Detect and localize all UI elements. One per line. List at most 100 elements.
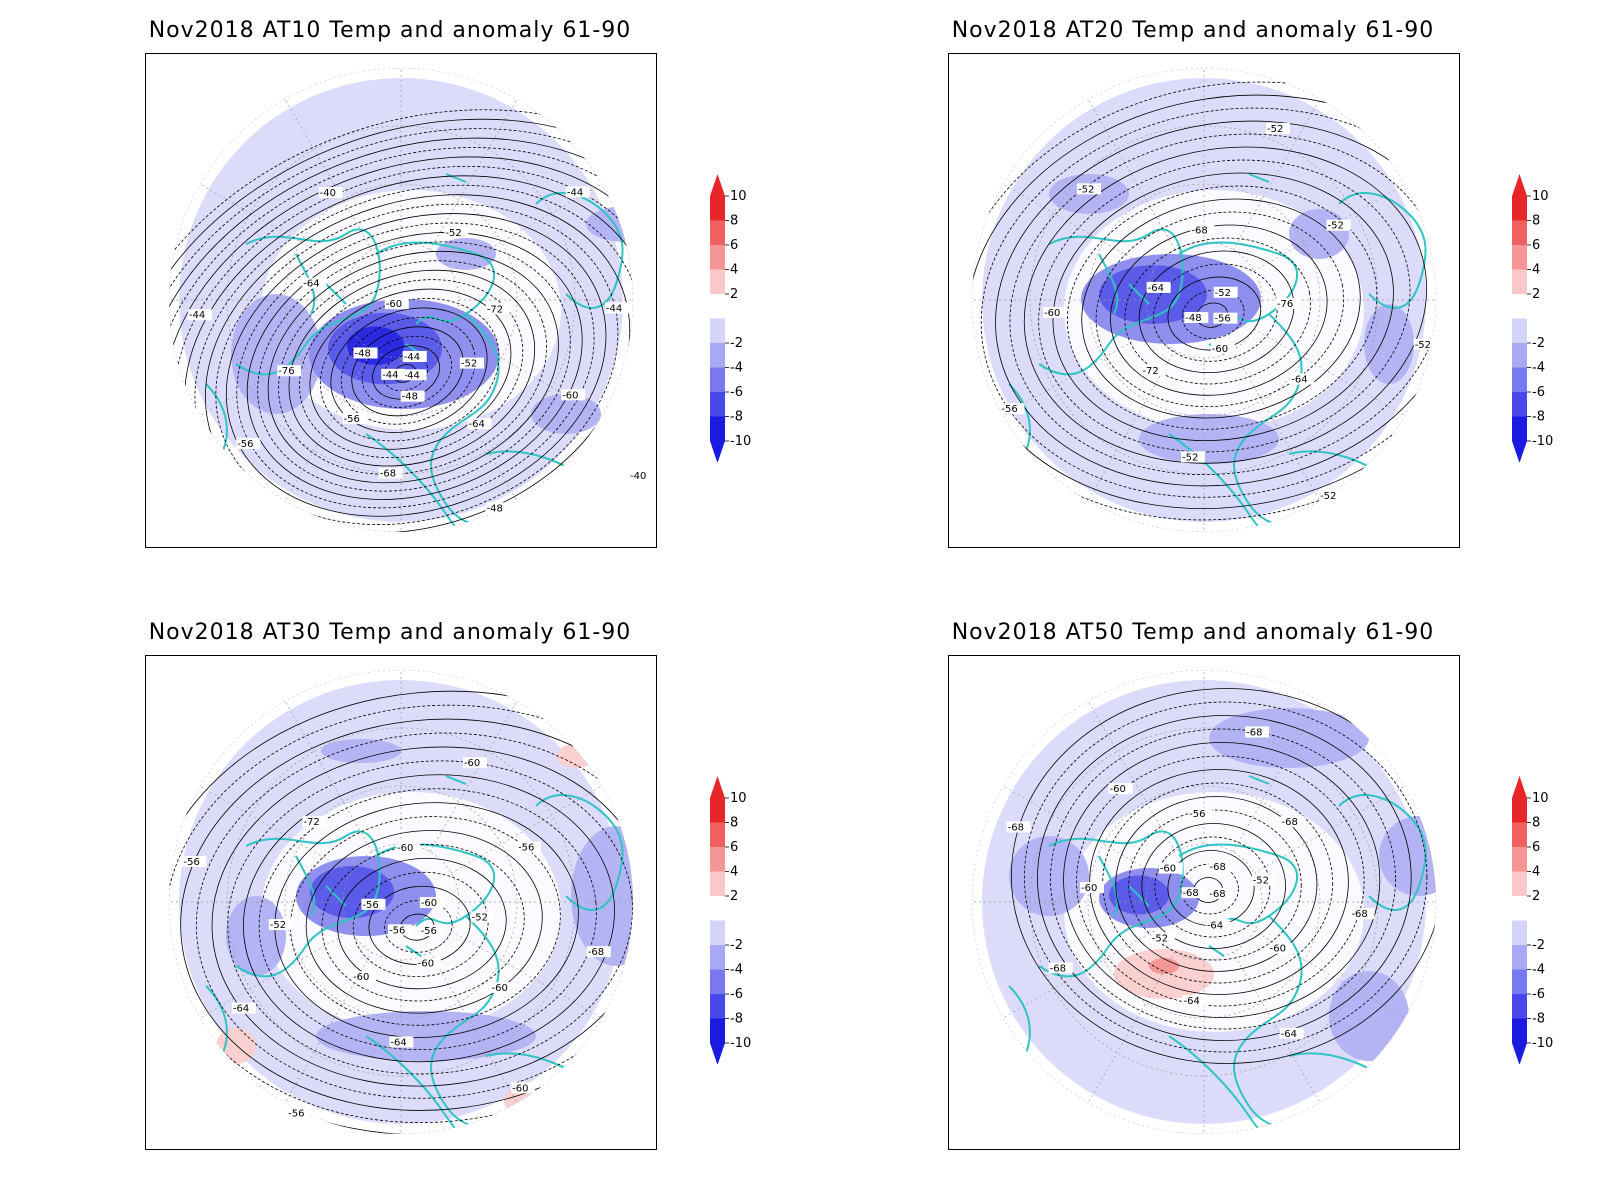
contour-label-bg — [1180, 451, 1205, 463]
isotherm-contour — [1038, 159, 1411, 453]
contour-label: -44 — [567, 187, 583, 198]
contour-label-bg — [318, 187, 343, 199]
colorbar-segment — [1512, 269, 1527, 294]
meridian-line — [1232, 700, 1321, 852]
colorbar-segment — [1512, 343, 1527, 368]
contour-label: -48 — [487, 503, 503, 514]
contour-label-bg — [1319, 489, 1344, 501]
isotherm-contour — [169, 147, 633, 532]
contour-label: -64 — [1184, 996, 1200, 1007]
contour-label: -52 — [1320, 491, 1336, 502]
contour-label: -44 — [189, 310, 205, 321]
contour-label: -68 — [1182, 888, 1198, 899]
map-at10: -44 -44 -44 -48 -48 -52 -56 -60 -64 -76 -72 -68 -64 -… — [145, 53, 657, 548]
contour-label-bg — [277, 365, 302, 377]
contour-label-bg — [1208, 860, 1233, 872]
latitude-circle — [284, 183, 518, 417]
coastline — [365, 433, 507, 532]
isotherm-contour — [972, 81, 1436, 521]
contour-label-bg — [182, 856, 207, 868]
isotherm-contour — [258, 788, 597, 1051]
contour-label-bg — [1000, 403, 1025, 415]
colorbar-tick-label: -6 — [1532, 987, 1545, 1002]
colorbar-segment — [710, 343, 725, 368]
contour-label: -44 — [382, 370, 398, 381]
meridian-line — [284, 700, 373, 852]
globe-layer — [972, 68, 1436, 532]
contour-label-bg — [1268, 942, 1293, 954]
contour-label-bg — [1006, 821, 1031, 833]
contour-label-bg — [1326, 219, 1351, 231]
contour-label: -56 — [1001, 404, 1017, 415]
contour-label-bg — [389, 1036, 414, 1048]
colorbar-tick-label: -6 — [730, 987, 743, 1002]
contour-label-bg — [1275, 298, 1300, 310]
contour-label: -60 — [1044, 308, 1060, 319]
colorbar-tick-label: 4 — [1532, 865, 1540, 880]
contour-label-bg — [1245, 726, 1270, 738]
colorbar-segment — [1512, 220, 1527, 245]
contour-label-bg — [1413, 338, 1438, 350]
coastline — [1098, 855, 1225, 957]
contour-label: -52 — [1078, 184, 1094, 195]
anomaly-blob — [1379, 816, 1436, 896]
colorbar-tick-label: -8 — [730, 410, 743, 425]
panel-title-at30: Nov2018 AT30 Temp and anomaly 61-90 — [148, 620, 632, 645]
contour-label: -52 — [270, 920, 286, 931]
contour-label: -68 — [588, 947, 604, 958]
contour-label: -68 — [1209, 862, 1225, 873]
colorbar-segment — [710, 416, 725, 441]
meridian-line — [429, 98, 518, 250]
colorbar-segment — [710, 945, 725, 970]
isotherm-contour — [305, 830, 543, 1014]
meridian-line — [1087, 350, 1176, 502]
isotherm-contour — [340, 316, 476, 425]
colorbar-tick-label: 10 — [730, 791, 747, 806]
contour-label-bg — [419, 897, 444, 909]
isotherm-contour — [1037, 715, 1412, 1041]
contour-label: -60 — [386, 299, 402, 310]
isotherm-contour — [319, 298, 500, 442]
colorbar-tick-label: -10 — [730, 1036, 751, 1051]
contour-label: -64 — [233, 1004, 249, 1015]
meridian-line — [1232, 98, 1321, 250]
coastline — [535, 794, 624, 911]
contour-label-bg — [1108, 783, 1133, 795]
isotherm-layer — [169, 690, 633, 1134]
contour-label: -52 — [1152, 933, 1168, 944]
contour-label: -60 — [464, 758, 480, 769]
contour-label-bg — [1280, 816, 1305, 828]
contour-label: -40 — [630, 471, 646, 482]
contour-label: -56 — [362, 900, 378, 911]
isotherm-contour — [337, 857, 507, 990]
contour-label: -68 — [1351, 909, 1367, 920]
colorbar-tick-label: -10 — [730, 434, 751, 449]
contour-label: -64 — [469, 419, 485, 430]
panel-title-at20: Nov2018 AT20 Temp and anomaly 61-90 — [951, 18, 1435, 43]
colorbar-tick-label: -10 — [1532, 434, 1553, 449]
isotherm-contour — [1010, 688, 1436, 1064]
colorbar-arrow-top — [1512, 776, 1527, 798]
colorbar-arrow-bottom — [710, 441, 725, 463]
colorbar-tick-label: -2 — [1532, 336, 1545, 351]
contour-label: -64 — [1148, 283, 1164, 294]
contour-label: -68 — [1008, 822, 1024, 833]
colorbar-segment — [710, 367, 725, 392]
isotherm-contour — [1063, 742, 1381, 1018]
isotherm-contour — [1124, 237, 1311, 385]
contour-label: -72 — [487, 304, 503, 315]
contour-label: -56 — [237, 439, 253, 450]
panel-title-at50: Nov2018 AT50 Temp and anomaly 61-90 — [951, 620, 1435, 645]
map-at10-svg: -44 -44 -44 -48 -48 -52 -56 -60 -64 -76 -72 -68 -64 -… — [169, 68, 653, 532]
globe-layer — [972, 670, 1436, 1134]
contour-label-bg — [517, 841, 542, 853]
isotherm-contour — [227, 760, 633, 1075]
contour-label-bg — [459, 357, 484, 369]
anomaly-blob — [571, 826, 633, 966]
contour-label: -56 — [1189, 809, 1205, 820]
contour-label-bg — [1205, 919, 1230, 931]
colorbar-segment — [710, 245, 725, 270]
colorbar-segment — [1512, 196, 1527, 221]
isotherm-contour — [995, 120, 1436, 487]
colorbar-segment — [710, 220, 725, 245]
